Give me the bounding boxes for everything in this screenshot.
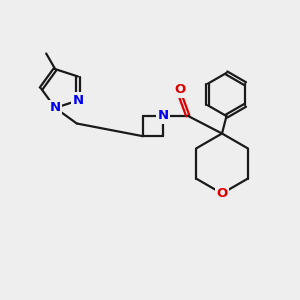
Text: N: N [50,101,61,114]
Text: O: O [216,187,228,200]
Text: O: O [175,83,186,96]
Text: N: N [72,94,84,107]
Text: N: N [158,109,169,122]
